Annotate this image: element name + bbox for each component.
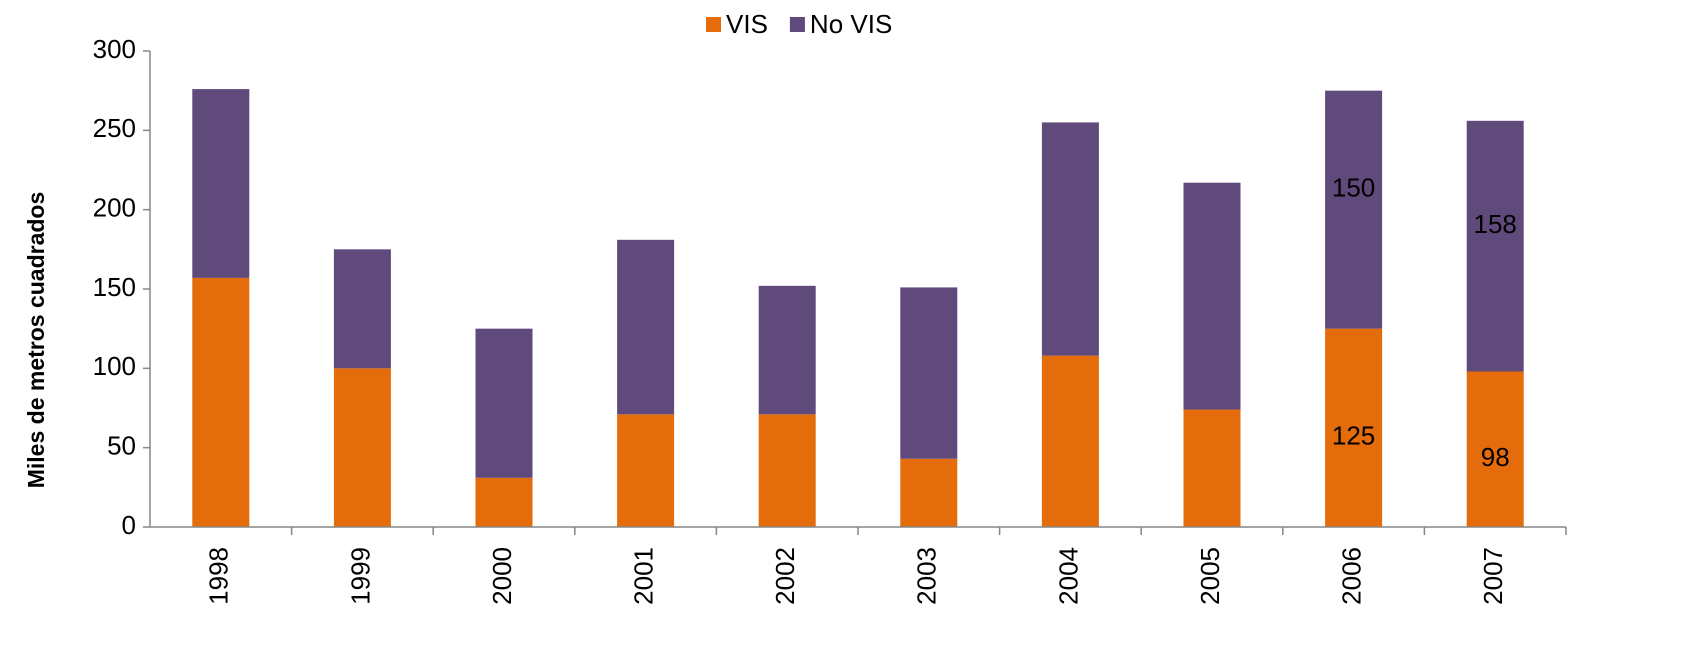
bar-segment (1466, 371, 1524, 527)
y-tick-label: 0 (122, 510, 136, 540)
bar-segment (900, 287, 958, 459)
bar-segment (1183, 409, 1241, 527)
legend-swatch (706, 17, 721, 32)
bar-segment (617, 414, 675, 527)
x-tick-label: 2007 (1478, 547, 1508, 605)
bar-segment (1041, 355, 1099, 527)
legend-swatch (789, 17, 805, 32)
bar-segment (333, 368, 391, 527)
bar-segment (1325, 90, 1383, 329)
x-tick-label: 2006 (1336, 547, 1366, 605)
bar-segment (1041, 122, 1099, 356)
bar-segment (758, 414, 816, 527)
x-tick-label: 2000 (487, 547, 517, 605)
bar-segment (333, 249, 391, 369)
bar-segment (192, 89, 250, 278)
y-tick-label: 200 (93, 193, 136, 223)
y-tick-label: 250 (93, 113, 136, 143)
x-tick-label: 2004 (1053, 547, 1083, 605)
value-label: 158 (1474, 209, 1517, 239)
x-tick-label: 2003 (912, 547, 942, 605)
bar-segment (475, 328, 533, 478)
bar-segment (475, 477, 533, 527)
x-tick-label: 1998 (204, 547, 234, 605)
x-tick-label: 2002 (770, 547, 800, 605)
bar-segment (1466, 120, 1524, 372)
y-tick-label: 50 (107, 431, 136, 461)
bar-segment (758, 285, 816, 415)
x-tick-label: 2005 (1195, 547, 1225, 605)
bar-segment (900, 458, 958, 527)
x-tick-label: 2001 (628, 547, 658, 605)
bar-segment (1183, 182, 1241, 410)
bar-segment (192, 277, 250, 527)
bar-segment (1325, 328, 1383, 527)
y-tick-label: 100 (93, 351, 136, 381)
legend-label: VIS (726, 9, 768, 39)
bar-segment (617, 239, 675, 415)
y-tick-label: 150 (93, 272, 136, 302)
value-label: 150 (1332, 173, 1375, 203)
y-tick-label: 300 (93, 34, 136, 64)
value-label: 98 (1481, 442, 1510, 472)
legend-label: No VIS (810, 9, 892, 39)
x-tick-label: 1999 (345, 547, 375, 605)
y-axis-label: Miles de metros cuadrados (23, 192, 49, 489)
value-label: 125 (1332, 421, 1375, 451)
